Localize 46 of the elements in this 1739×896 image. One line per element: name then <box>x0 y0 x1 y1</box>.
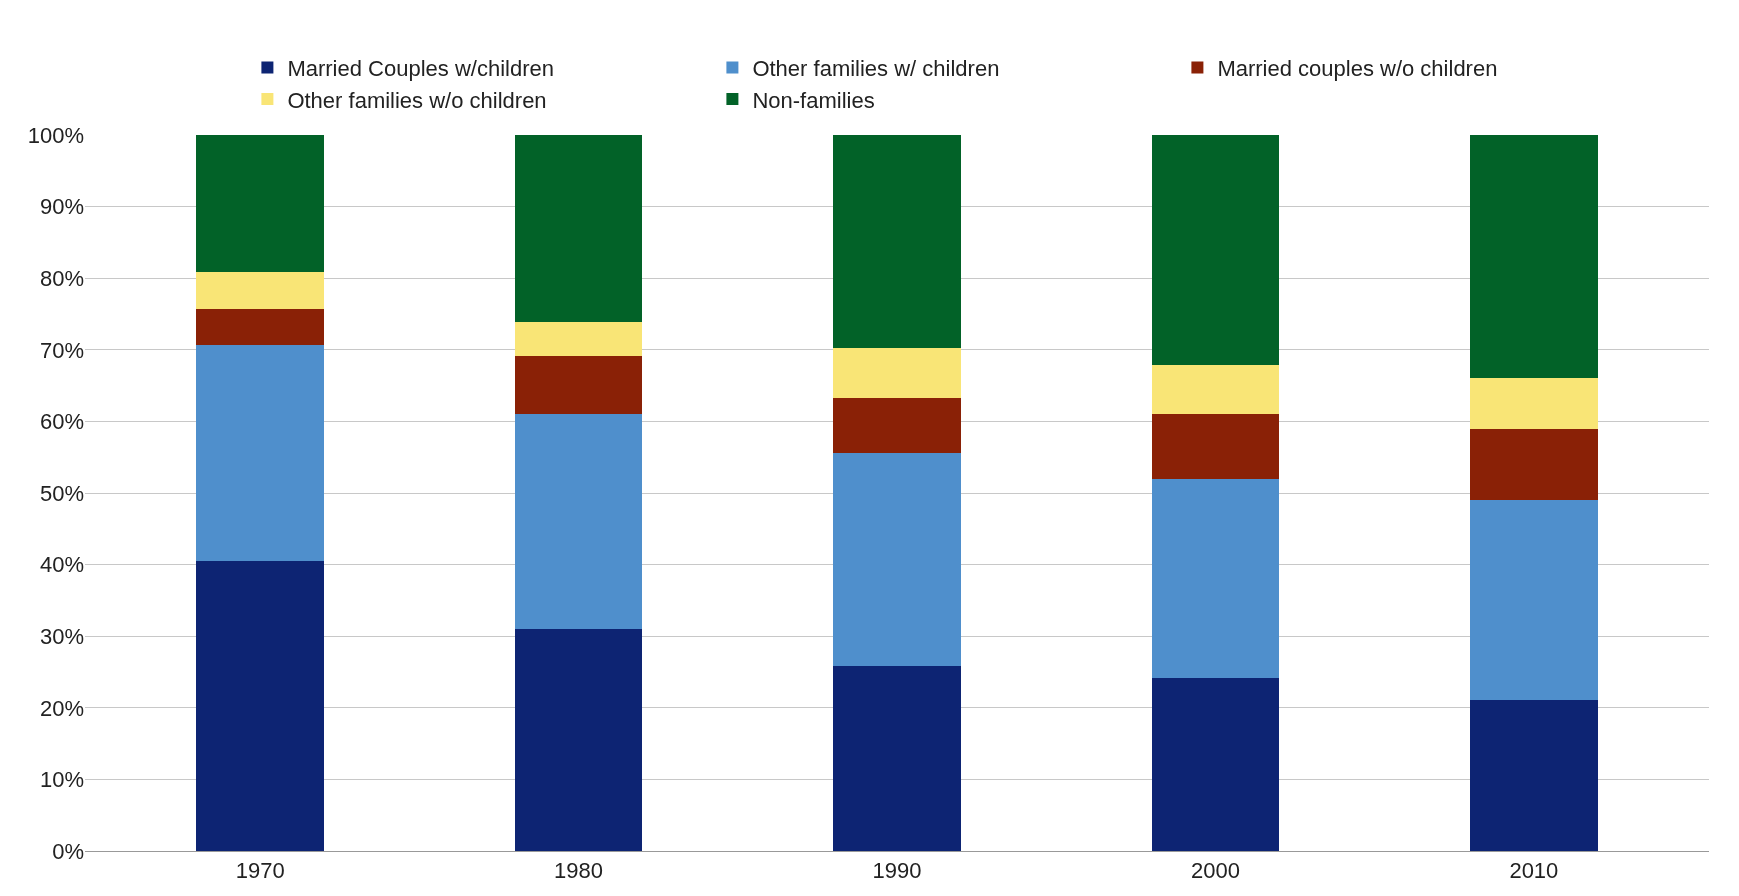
bar <box>196 135 324 272</box>
x-tick-label: 2000 <box>1190 858 1240 884</box>
bar <box>514 629 643 851</box>
legend-label: Other families w/ children <box>752 56 1000 82</box>
bar <box>833 397 961 453</box>
y-tick-label: 30% <box>39 623 84 649</box>
bar <box>1470 429 1598 501</box>
x-tick-label: 2010 <box>1509 858 1559 884</box>
bar <box>196 271 324 309</box>
y-tick-label: 60% <box>39 409 84 435</box>
y-tick-label: 20% <box>39 695 84 721</box>
bar <box>514 414 643 630</box>
bar <box>1470 699 1598 851</box>
bar <box>1151 364 1280 415</box>
bar <box>833 348 961 398</box>
legend-label: Married Couples w/children <box>287 56 554 82</box>
bar <box>196 308 324 345</box>
x-tick-label: 1970 <box>235 858 285 884</box>
x-tick-label: 1980 <box>554 858 604 884</box>
legend-label: Other families w/o children <box>287 87 547 113</box>
y-tick-label: 70% <box>39 337 84 363</box>
bar <box>1151 678 1280 851</box>
bar <box>196 561 324 851</box>
x-tick-label: 1990 <box>872 858 922 884</box>
y-tick-label: 0% <box>52 838 84 864</box>
bar <box>1470 377 1598 430</box>
bar <box>514 321 643 357</box>
y-tick-label: 50% <box>39 480 84 506</box>
legend-label: Married couples w/o children <box>1217 56 1498 82</box>
bar <box>1151 478 1280 679</box>
bar <box>1151 414 1280 479</box>
bar <box>1470 500 1598 700</box>
bar <box>833 666 961 851</box>
legend-label: Non-families <box>752 87 875 113</box>
y-tick-label: 40% <box>39 552 84 578</box>
y-tick-label: 90% <box>39 194 84 220</box>
bar <box>833 135 961 349</box>
y-tick-label: 80% <box>39 265 84 291</box>
y-tick-label: 100% <box>27 122 84 148</box>
bar <box>833 452 961 667</box>
bar <box>196 344 324 562</box>
bar <box>1151 135 1280 365</box>
bar <box>514 356 643 415</box>
bar <box>1470 135 1598 378</box>
y-tick-label: 10% <box>39 767 84 793</box>
bar <box>514 135 643 322</box>
